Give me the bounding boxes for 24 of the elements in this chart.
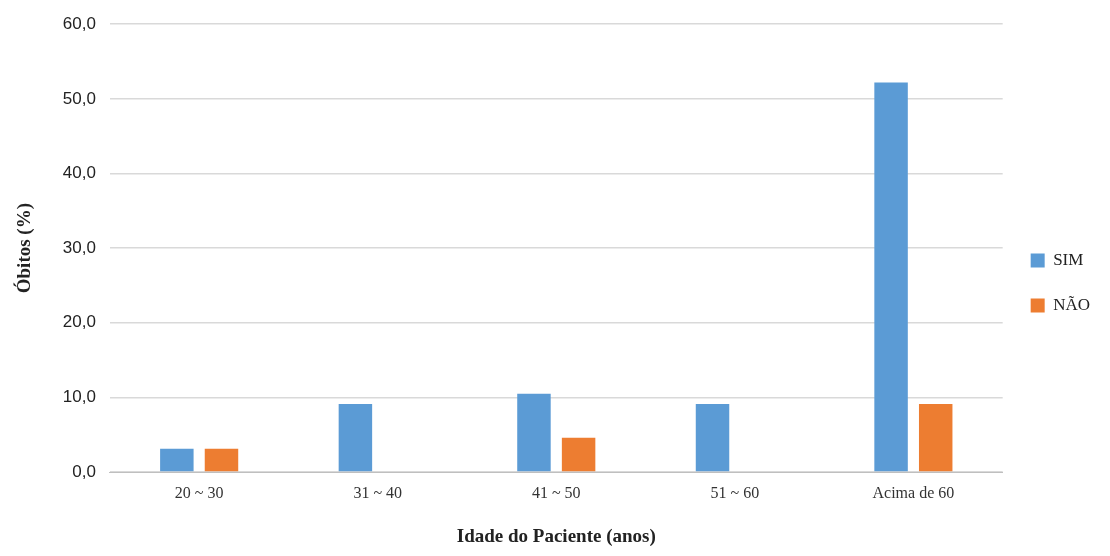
- x-tick-label: 20 ~ 30: [174, 483, 224, 501]
- bar: [517, 393, 551, 472]
- bar: [204, 448, 239, 472]
- x-tick-label: 51 ~ 60: [710, 483, 760, 501]
- bar: [561, 437, 596, 472]
- legend-label: SIM: [1053, 249, 1084, 269]
- y-tick-label: 40,0: [62, 163, 96, 183]
- y-tick-label: 10,0: [62, 387, 96, 407]
- x-tick-label: 41 ~ 50: [531, 483, 581, 501]
- x-axis-title: Idade do Paciente (anos): [456, 524, 656, 547]
- y-tick-label: 20,0: [62, 312, 96, 332]
- bar: [695, 404, 730, 472]
- y-axis-title: Óbitos (%): [13, 202, 36, 294]
- bar: [338, 404, 373, 472]
- y-tick-label: 0,0: [72, 461, 96, 481]
- bar: [918, 404, 953, 472]
- legend-label: NÃO: [1053, 294, 1091, 314]
- bar: [160, 448, 194, 472]
- y-tick-label: 50,0: [62, 88, 96, 108]
- x-tick-label: 31 ~ 40: [353, 483, 403, 501]
- x-tick-label: Acima de 60: [872, 483, 955, 501]
- bar: [874, 82, 908, 472]
- y-tick-label: 30,0: [62, 237, 96, 257]
- y-tick-label: 60,0: [62, 13, 96, 33]
